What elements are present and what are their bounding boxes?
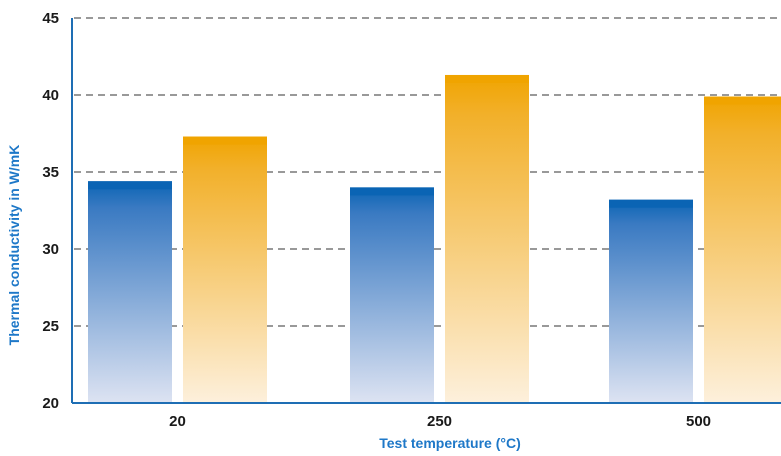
y-tick-label: 45 (42, 10, 59, 27)
bar (183, 136, 267, 403)
y-tick-label: 25 (42, 318, 59, 335)
bar (88, 181, 172, 403)
y-tick-label: 35 (42, 164, 59, 181)
y-tick-label: 20 (42, 395, 59, 412)
y-axis-title: Thermal conductivity in W/mK (6, 145, 22, 346)
y-tick-label: 40 (42, 87, 59, 104)
x-tick-label: 250 (427, 413, 452, 430)
x-tick-labels: 20 250 500 (169, 413, 711, 430)
bar (350, 187, 434, 403)
bar (609, 199, 693, 403)
x-axis-title: Test temperature (°C) (379, 435, 520, 451)
bar-cap (704, 96, 781, 105)
bars (88, 74, 781, 403)
bar-cap (350, 187, 434, 196)
bar-cap (609, 199, 693, 208)
bar-cap (183, 136, 267, 145)
bar (704, 96, 781, 403)
axes (71, 18, 781, 404)
x-tick-label: 500 (686, 413, 711, 430)
bar (445, 74, 529, 403)
bar-cap (88, 181, 172, 190)
y-tick-label: 30 (42, 241, 59, 258)
y-tick-labels: 20 25 30 35 40 45 (42, 10, 59, 412)
bar-cap (445, 74, 529, 83)
x-tick-label: 20 (169, 413, 186, 430)
